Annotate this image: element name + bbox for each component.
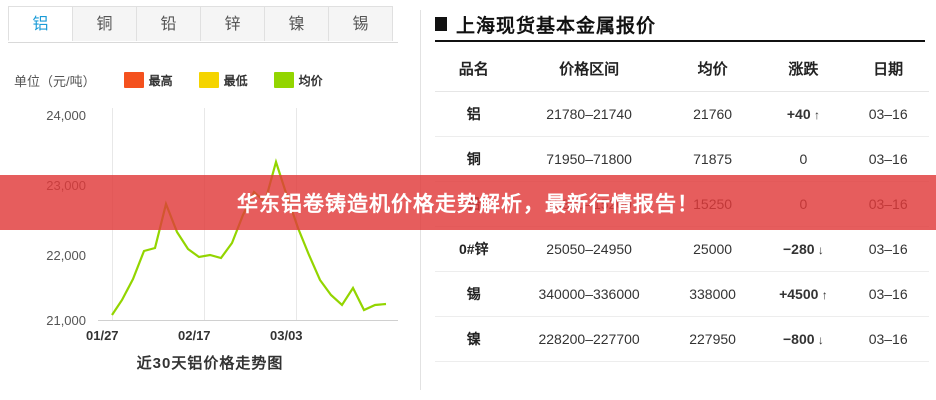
change-value: −280	[782, 241, 815, 257]
cell-date: 03–16	[847, 271, 929, 317]
tab-nickel[interactable]: 镍	[264, 6, 329, 41]
cell-change: +40 ↑	[759, 91, 848, 137]
legend-item-low: 最低	[198, 72, 248, 89]
cell-range: 21780–21740	[512, 91, 666, 137]
cell-avg: 227950	[665, 316, 760, 362]
x-tick-0303: 03/03	[270, 328, 303, 343]
table-row: 铜 71950–71800 71875 0 03–16	[435, 136, 929, 182]
cell-avg: 338000	[665, 271, 760, 317]
headline-banner: 华东铝卷铸造机价格走势解析，最新行情报告！	[0, 175, 936, 230]
cell-change: +4500 ↑	[759, 271, 848, 317]
cell-range: 25050–24950	[512, 226, 666, 272]
tab-aluminum[interactable]: 铝	[8, 6, 73, 41]
cell-date: 03–16	[847, 136, 929, 182]
x-tick-0217: 02/17	[178, 328, 211, 343]
arrow-up-icon: ↑	[810, 108, 820, 122]
title-underline	[435, 40, 925, 42]
cell-change: −280 ↓	[759, 226, 848, 272]
col-range: 价格区间	[512, 46, 666, 92]
col-avg: 均价	[665, 46, 760, 92]
tab-tin[interactable]: 锡	[328, 6, 393, 41]
table-row: 锡 340000–336000 338000 +4500 ↑ 03–16	[435, 271, 929, 317]
cell-name: 铝	[435, 91, 513, 137]
y-tick-22000: 22,000	[46, 248, 86, 263]
cell-range: 228200–227700	[512, 316, 666, 362]
tab-zinc[interactable]: 锌	[200, 6, 265, 41]
change-value: +40	[786, 106, 811, 122]
table-row: 0#锌 25050–24950 25000 −280 ↓ 03–16	[435, 226, 929, 272]
legend-label-low: 最低	[223, 73, 248, 88]
x-tick-0127: 01/27	[86, 328, 119, 343]
col-name: 品名	[435, 46, 513, 92]
table-row: 镍 228200–227700 227950 −800 ↓ 03–16	[435, 316, 929, 362]
arrow-down-icon: ↓	[814, 243, 824, 257]
legend-label-avg: 均价	[298, 73, 323, 88]
legend-swatch-low	[198, 72, 219, 88]
metal-tabs[interactable]: 铝 铜 铅 锌 镍 锡	[8, 6, 398, 43]
x-axis-line	[98, 320, 398, 321]
change-value: −800	[782, 331, 815, 347]
cell-name: 0#锌	[435, 226, 513, 272]
legend-swatch-avg	[273, 72, 294, 88]
unit-label: 单位（元/吨）	[14, 73, 96, 89]
tab-copper[interactable]: 铜	[72, 6, 137, 41]
y-tick-24000: 24,000	[46, 108, 86, 123]
cell-date: 03–16	[847, 226, 929, 272]
arrow-down-icon: ↓	[814, 333, 824, 347]
table-row: 铝 21780–21740 21760 +40 ↑ 03–16	[435, 91, 929, 137]
col-change: 涨跌	[759, 46, 848, 92]
arrow-up-icon: ↑	[818, 288, 828, 302]
legend-item-avg: 均价	[273, 72, 323, 89]
chart-caption: 近30天铝价格走势图	[136, 355, 284, 372]
quotes-title: 上海现货基本金属报价	[456, 15, 657, 37]
cell-range: 340000–336000	[512, 271, 666, 317]
cell-date: 03–16	[847, 91, 929, 137]
legend-item-high: 最高	[123, 72, 173, 89]
cell-avg: 21760	[665, 91, 760, 137]
legend-label-high: 最高	[148, 73, 173, 88]
col-date: 日期	[847, 46, 929, 92]
y-tick-21000: 21,000	[46, 313, 86, 328]
quotes-title-row: 上海现货基本金属报价	[435, 8, 656, 40]
cell-change: −800 ↓	[759, 316, 848, 362]
change-value: +4500	[779, 286, 819, 302]
chart-legend: 单位（元/吨） 最高 最低 均价	[14, 68, 404, 92]
square-bullet-icon	[435, 17, 447, 31]
cell-date: 03–16	[847, 316, 929, 362]
cell-name: 镍	[435, 316, 513, 362]
table-header-row: 品名 价格区间 均价 涨跌 日期	[435, 46, 929, 92]
cell-range: 71950–71800	[512, 136, 666, 182]
cell-avg: 25000	[665, 226, 760, 272]
tab-lead[interactable]: 铅	[136, 6, 201, 41]
cell-name: 锡	[435, 271, 513, 317]
headline-text: 华东铝卷铸造机价格走势解析，最新行情报告！	[237, 192, 699, 216]
legend-swatch-high	[123, 72, 144, 88]
